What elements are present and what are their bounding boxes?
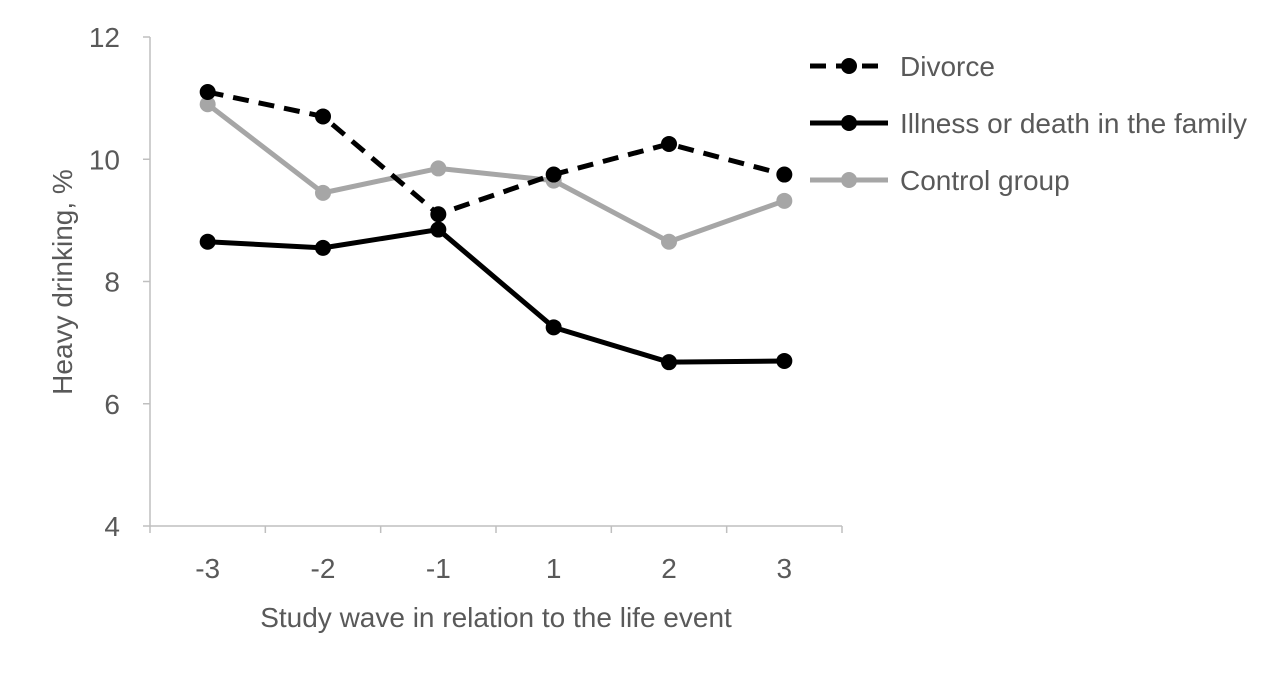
series-divorce: [199, 84, 793, 223]
x-tick-label: -1: [426, 553, 451, 584]
data-point: [315, 108, 331, 125]
series-control-group: [199, 96, 793, 250]
x-tick-label: 3: [777, 553, 793, 584]
y-tick-label: 8: [104, 267, 120, 298]
data-point: [430, 221, 447, 238]
data-point: [315, 239, 331, 256]
y-tick-label: 12: [89, 22, 120, 53]
legend-marker: [841, 115, 857, 131]
y-tick-label: 4: [104, 511, 120, 542]
data-point: [430, 160, 447, 177]
data-point: [776, 192, 793, 209]
legend-item-illness-or-death-in-the-family: Illness or death in the family: [810, 108, 1247, 139]
x-tick-label: -2: [311, 553, 336, 584]
legend-marker: [841, 172, 857, 188]
series-line: [207, 89, 785, 217]
y-tick-label: 6: [104, 389, 120, 420]
chart-legend: Divorce Illness or death in the family Con…: [810, 51, 1247, 196]
legend-label: Divorce: [900, 51, 995, 82]
data-point: [776, 166, 793, 183]
series-line: [206, 102, 786, 245]
data-point: [199, 233, 216, 250]
data-point: [545, 166, 562, 183]
series-line: [207, 227, 785, 365]
data-point: [199, 96, 216, 113]
legend-item-divorce: Divorce: [810, 51, 995, 82]
legend-item-control-group: Control group: [810, 165, 1070, 196]
x-tick-label: 2: [661, 553, 677, 584]
data-point: [430, 206, 447, 223]
x-tick-label: 1: [546, 553, 562, 584]
y-axis-title: Heavy drinking, %: [47, 169, 78, 395]
chart-series: [199, 84, 793, 371]
x-axis-title: Study wave in relation to the life event: [260, 602, 732, 633]
legend-label: Illness or death in the family: [900, 108, 1247, 139]
series-illness-or-death-in-the-family: [199, 221, 793, 371]
data-point: [199, 84, 216, 101]
data-point: [545, 319, 562, 336]
data-point: [661, 233, 677, 250]
y-tick-label: 10: [89, 144, 120, 175]
legend-label: Control group: [900, 165, 1070, 196]
data-point: [776, 352, 793, 369]
data-point: [661, 135, 677, 152]
data-point: [661, 354, 677, 371]
x-tick-label: -3: [195, 553, 220, 584]
legend-marker: [841, 58, 857, 74]
data-point: [315, 184, 331, 201]
